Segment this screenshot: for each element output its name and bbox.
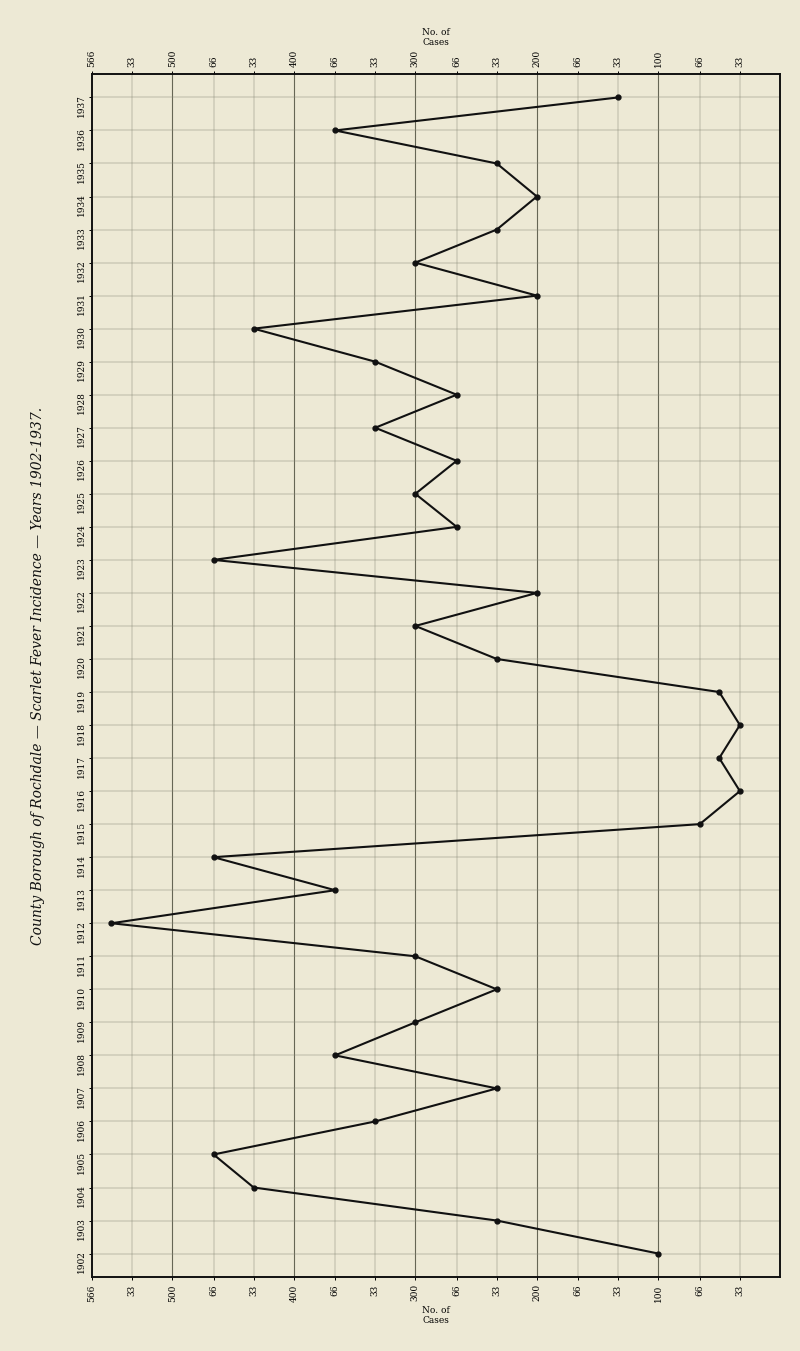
X-axis label: No. of
Cases: No. of Cases <box>422 28 450 47</box>
Text: County Borough of Rochdale — Scarlet Fever Incidence — Years 1902-1937.: County Borough of Rochdale — Scarlet Fev… <box>31 407 46 944</box>
X-axis label: No. of
Cases: No. of Cases <box>422 1306 450 1325</box>
